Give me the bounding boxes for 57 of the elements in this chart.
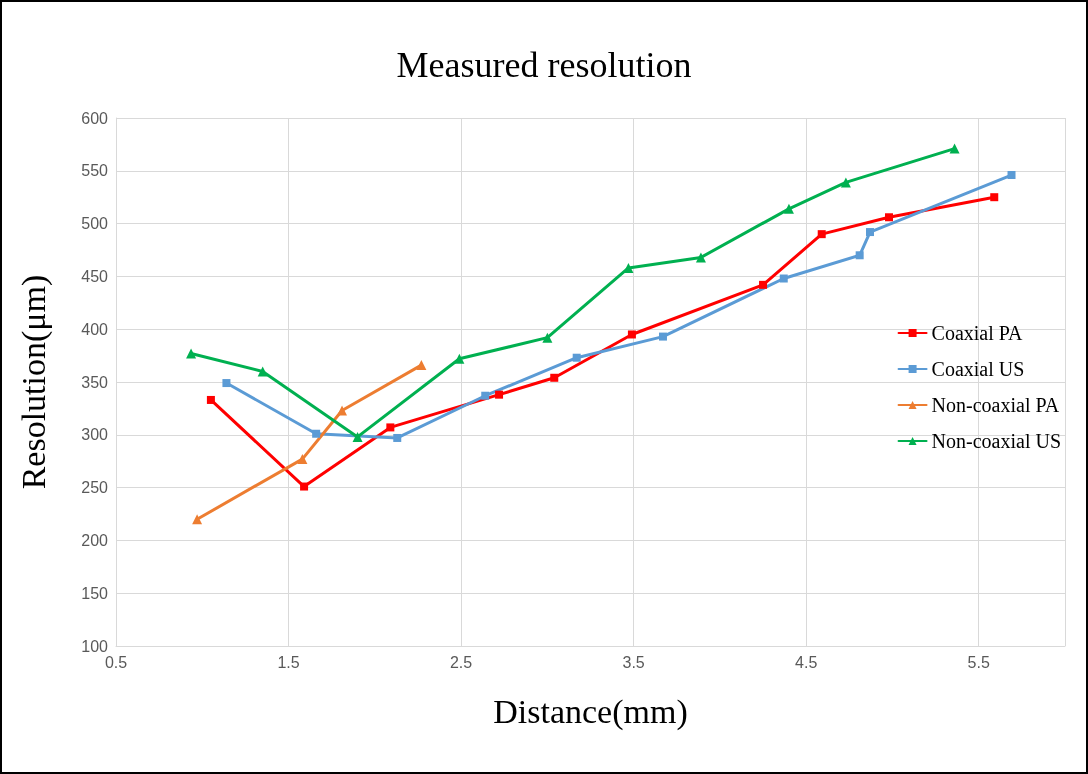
y-tick-label: 100 — [81, 637, 109, 655]
x-tick-label: 2.5 — [449, 653, 473, 671]
chart-title: Measured resolution — [396, 45, 692, 85]
y-tick-label: 350 — [81, 373, 109, 391]
y-tick-label: 250 — [81, 479, 109, 497]
point — [783, 203, 794, 214]
x-tick-label: 1.5 — [277, 653, 300, 671]
point — [454, 353, 465, 364]
y-tick-label: 300 — [81, 426, 109, 444]
point — [1007, 171, 1016, 180]
y-tick-label: 400 — [81, 320, 109, 338]
y-axis-title: Resolution(μm) — [14, 274, 53, 490]
point — [481, 391, 490, 400]
y-tick-label: 550 — [81, 162, 109, 180]
point — [337, 405, 348, 416]
point — [192, 514, 203, 525]
y-tick-label: 600 — [81, 109, 109, 127]
point — [695, 252, 706, 263]
x-tick-label: 0.5 — [104, 653, 128, 671]
point — [855, 251, 864, 260]
point — [542, 332, 553, 343]
y-tick-label: 500 — [81, 215, 109, 233]
x-tick-label: 5.5 — [967, 653, 990, 671]
x-tick-label: 4.5 — [795, 653, 818, 671]
x-tick-label: 3.5 — [622, 653, 645, 671]
point — [300, 482, 309, 491]
point — [990, 193, 999, 202]
point — [495, 390, 504, 399]
legend-label: Coaxial PA — [931, 322, 1024, 344]
point — [352, 431, 363, 442]
y-tick-label: 200 — [81, 531, 109, 549]
legend-label: Coaxial US — [931, 358, 1025, 380]
point — [416, 360, 427, 371]
point — [257, 366, 268, 377]
y-tick-label: 150 — [81, 584, 109, 602]
point — [550, 373, 559, 382]
point — [779, 274, 788, 283]
point — [658, 332, 667, 341]
point — [949, 143, 960, 154]
point — [386, 423, 395, 432]
point — [759, 280, 768, 289]
point — [312, 429, 321, 438]
point — [572, 353, 581, 362]
legend-label: Non-coaxial PA — [931, 394, 1060, 416]
point — [186, 348, 197, 359]
point — [222, 379, 231, 388]
point — [817, 230, 826, 239]
point — [627, 330, 636, 339]
point — [206, 395, 215, 404]
x-axis-title: Distance(mm) — [493, 692, 688, 731]
point — [297, 454, 308, 465]
point — [885, 213, 893, 222]
legend-label: Non-coaxial US — [931, 430, 1062, 452]
point — [840, 177, 851, 188]
point — [393, 433, 402, 442]
point — [866, 228, 875, 237]
y-tick-label: 450 — [81, 267, 109, 285]
